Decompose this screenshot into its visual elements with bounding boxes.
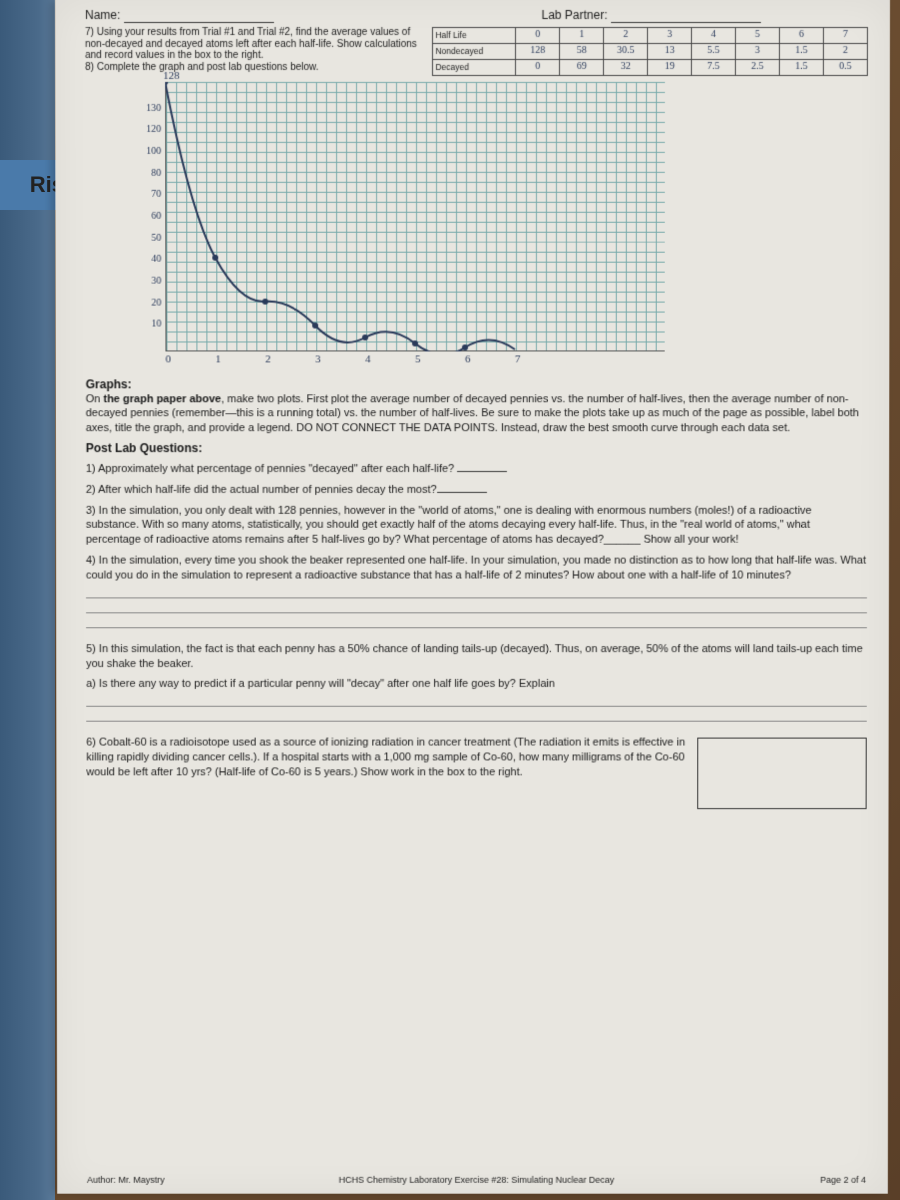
graph-area: 128 130 120 100 80 70 60 50 40 30 20 10 <box>125 82 665 371</box>
question-5: 5) In this simulation, the fact is that … <box>86 642 867 672</box>
answer-line <box>86 612 867 613</box>
row-label: Nondecayed <box>433 43 516 59</box>
table-row-nondecayed: Nondecayed 128 58 30.5 13 5.5 3 1.5 2 <box>433 43 867 59</box>
answer-line <box>86 597 867 598</box>
name-field: Name: <box>85 8 411 23</box>
x-axis-labels: 0 1 2 3 4 5 6 7 <box>165 353 664 371</box>
question-3: 3) In the simulation, you only dealt wit… <box>86 503 867 547</box>
graphs-heading: Graphs: <box>86 377 868 392</box>
page-footer: Author: Mr. Maystry HCHS Chemistry Labor… <box>87 1175 866 1186</box>
row-label: Half Life <box>433 27 516 43</box>
graphs-body: On the graph paper above, make two plots… <box>86 392 868 435</box>
name-underline <box>124 11 274 23</box>
question-6: 6) Cobalt-60 is a radioisotope used as a… <box>86 736 866 811</box>
answer-line <box>86 721 867 722</box>
postlab-heading: Post Lab Questions: <box>86 441 867 456</box>
partner-underline <box>611 11 761 23</box>
decay-curve <box>165 82 665 351</box>
y-axis-labels: 130 120 100 80 70 60 50 40 30 20 10 <box>125 82 161 351</box>
question-1: 1) Approximately what percentage of penn… <box>86 462 867 477</box>
data-table: Half Life 0 1 2 3 4 5 6 7 Nondecayed 128… <box>432 27 868 76</box>
partner-label: Lab Partner: <box>541 8 607 22</box>
row-label: Decayed <box>433 59 516 75</box>
question-4: 4) In the simulation, every time you sho… <box>86 554 867 584</box>
answer-line <box>86 706 867 707</box>
name-label: Name: <box>85 8 120 22</box>
table-row-halflife: Half Life 0 1 2 3 4 5 6 7 <box>433 27 868 43</box>
instructions-text: 7) Using your results from Trial #1 and … <box>85 27 426 73</box>
question-2: 2) After which half-life did the actual … <box>86 483 867 498</box>
question-5a: a) Is there any way to predict if a part… <box>86 677 867 692</box>
answer-line <box>86 627 867 628</box>
worksheet-page: Name: Lab Partner: 7) Using your results… <box>55 0 890 1194</box>
table-row-decayed: Decayed 0 69 32 19 7.5 2.5 1.5 0.5 <box>433 59 867 75</box>
footer-title: HCHS Chemistry Laboratory Exercise #28: … <box>87 1175 866 1186</box>
instruction-8: 8) Complete the graph and post lab quest… <box>85 61 426 72</box>
work-box <box>697 738 867 810</box>
instruction-7: 7) Using your results from Trial #1 and … <box>85 27 426 61</box>
partner-field: Lab Partner: <box>432 8 868 23</box>
